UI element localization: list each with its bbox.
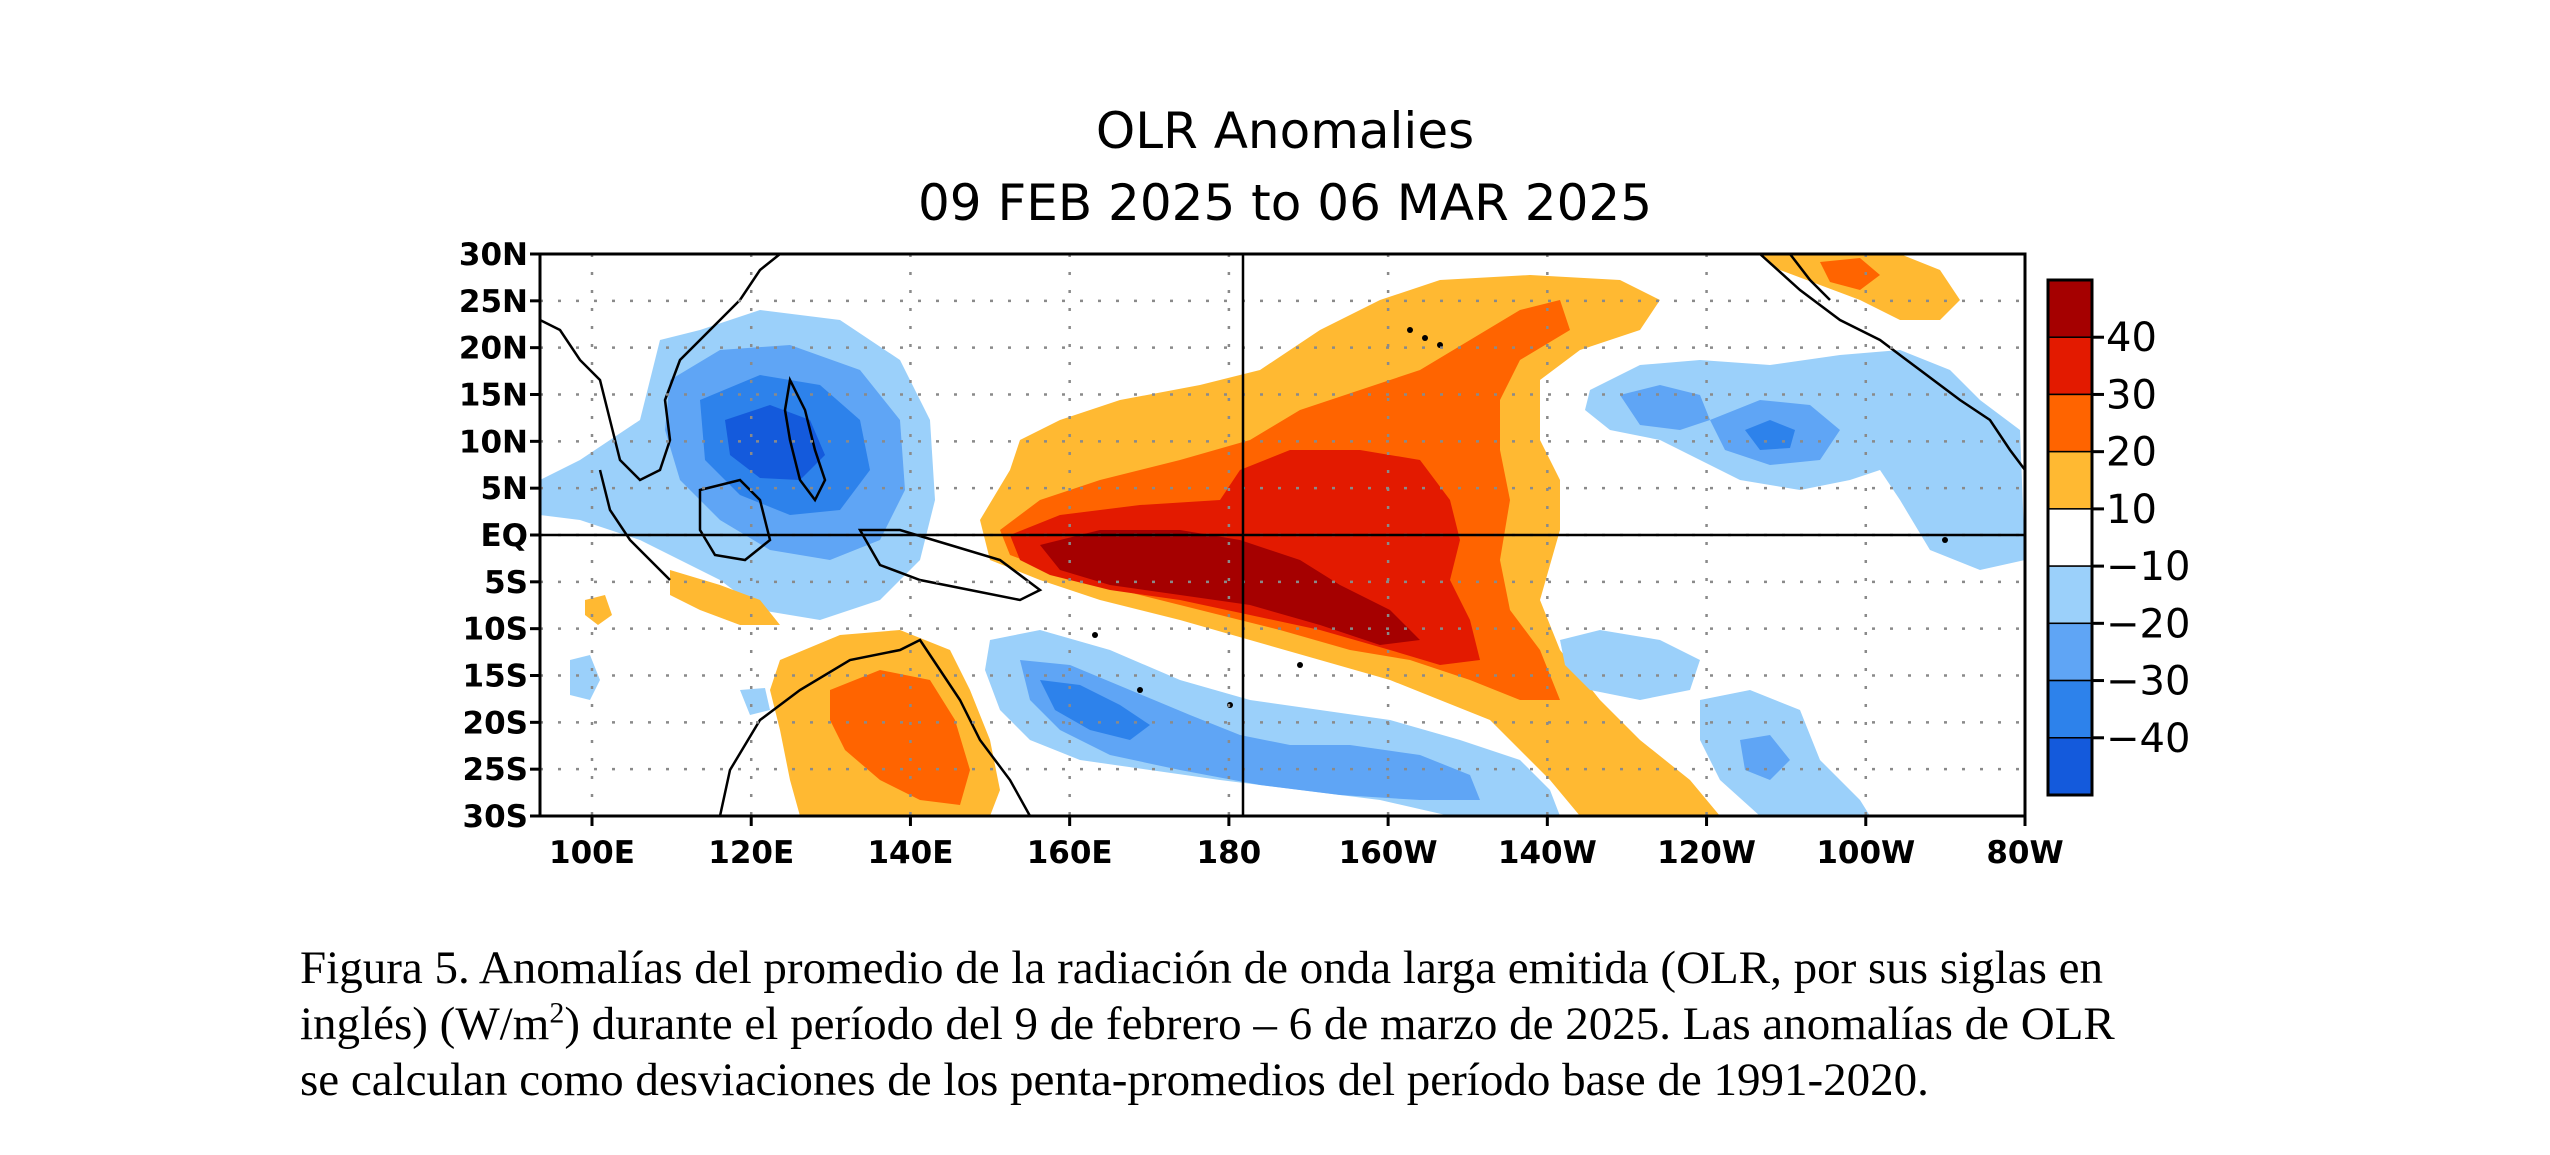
- lat-tick-label: 25S: [463, 752, 528, 788]
- lat-tick-label: 15N: [459, 378, 528, 414]
- coastline-asia: [540, 254, 781, 482]
- colorbar-segment: [2047, 737, 2093, 796]
- lat-tick-label: 5S: [484, 565, 528, 601]
- coastline-australia: [718, 638, 1032, 816]
- island: [1137, 687, 1143, 693]
- caption-line2-part2: ) durante el período del 9 de febrero – …: [564, 998, 2115, 1050]
- colorbar-segment: [2047, 279, 2093, 338]
- island: [1407, 327, 1413, 333]
- lon-tick-label: 100E: [549, 835, 635, 871]
- caption-line1: Figura 5. Anomalías del promedio de la r…: [300, 942, 2103, 994]
- lon-tick-label: 120W: [1657, 835, 1756, 871]
- lat-tick-label: 10S: [463, 612, 528, 648]
- islands: [1092, 327, 1948, 708]
- island: [1092, 632, 1098, 638]
- lon-tick-label: 160E: [1027, 835, 1113, 871]
- island: [1297, 662, 1303, 668]
- colorbar-segment: [2047, 508, 2093, 567]
- anomaly-contours: [540, 254, 2025, 816]
- lat-tick-label: 25N: [459, 284, 528, 320]
- coastline-malay: [598, 469, 671, 581]
- positive-anomaly-png: [670, 570, 780, 625]
- colorbar-segment: [2047, 336, 2093, 396]
- lat-tick-label: 20S: [463, 705, 528, 741]
- figure-caption: Figura 5. Anomalías del promedio de la r…: [300, 940, 2300, 1108]
- lon-tick-label: 140W: [1498, 835, 1597, 871]
- colorbar-segment: [2047, 679, 2093, 739]
- negative-anomaly-indonesia: [740, 688, 770, 715]
- caption-line3: se calculan como desviaciones de los pen…: [300, 1054, 1929, 1106]
- positive-anomaly-indian-ocean: [585, 595, 612, 625]
- positive-anomaly-plume-40: [1040, 530, 1420, 645]
- caption-superscript: 2: [549, 996, 565, 1030]
- lat-tick-label: 10N: [459, 424, 528, 460]
- lon-tick-label: 120E: [708, 835, 794, 871]
- lon-tick-label: 160W: [1339, 835, 1438, 871]
- lat-tick-label: 30N: [459, 237, 528, 273]
- colorbar: 40 30 20 10 −10 −20 −30 −40: [2046, 278, 2190, 797]
- colorbar-segment: [2047, 393, 2093, 453]
- colorbar-tick-label: −20: [2106, 601, 2190, 647]
- colorbar-frame: [2046, 278, 2094, 797]
- lat-tick-label: 15S: [463, 659, 528, 695]
- island: [1422, 335, 1428, 341]
- longitude-axis: 100E 120E 140E 160E 180 160W 140W 120W 100W 80W: [549, 816, 2064, 871]
- lat-tick-label: 5N: [480, 471, 528, 507]
- colorbar-segment: [2047, 622, 2093, 682]
- coastlines: [540, 254, 2025, 816]
- negative-anomaly-spcz-30: [1040, 680, 1150, 740]
- lon-tick-label: 180: [1197, 835, 1262, 871]
- positive-anomaly-australia-20: [830, 670, 970, 805]
- lat-tick-label: 30S: [463, 799, 528, 835]
- island: [1942, 537, 1948, 543]
- lon-tick-label: 140E: [867, 835, 953, 871]
- lon-tick-label: 100W: [1816, 835, 1915, 871]
- coastline-baja: [1789, 254, 1831, 301]
- colorbar-tick-label: 40: [2106, 315, 2157, 361]
- positive-anomaly-mexico-2: [1820, 258, 1880, 290]
- latitude-axis: 30N 25N 20N 15N 10N 5N EQ 5S 10S 15S 20S 25S 30S: [459, 237, 540, 835]
- map-title-line2: 09 FEB 2025 to 06 MAR 2025: [918, 174, 1652, 232]
- dotted-grid: [540, 254, 2025, 816]
- map-plot-area: [538, 252, 2027, 818]
- coastline-americas: [1759, 254, 2025, 471]
- colorbar-tick-label: −30: [2106, 659, 2190, 705]
- colorbar-segment: [2047, 450, 2093, 510]
- colorbar-tick-label: −10: [2106, 544, 2190, 590]
- negative-anomaly-se-pac-2: [1700, 690, 1870, 816]
- coastline-philippines: [783, 376, 827, 503]
- caption-line2-part1: inglés) (W/m: [300, 998, 550, 1050]
- negative-anomaly-se-pac-3: [1740, 735, 1790, 780]
- colorbar-tick-label: −40: [2106, 716, 2190, 762]
- colorbar-tick-label: 30: [2106, 372, 2157, 418]
- lat-tick-label: 20N: [459, 331, 528, 367]
- caption-line2: inglés) (W/m2) durante el período del 9 …: [300, 998, 2115, 1050]
- lon-tick-label: 80W: [1986, 835, 2063, 871]
- colorbar-tick-label: 10: [2106, 487, 2157, 533]
- negative-anomaly-se-pac: [1560, 630, 1700, 700]
- colorbar-segment: [2047, 565, 2093, 625]
- colorbar-tick-label: 20: [2106, 430, 2157, 476]
- coastline-new-guinea: [857, 528, 1043, 602]
- map-title-line1: OLR Anomalies: [1096, 102, 1474, 160]
- negative-anomaly-spcz-20: [1020, 660, 1480, 800]
- lat-tick-label: EQ: [480, 518, 528, 554]
- negative-anomaly-epac-20: [1620, 385, 1710, 430]
